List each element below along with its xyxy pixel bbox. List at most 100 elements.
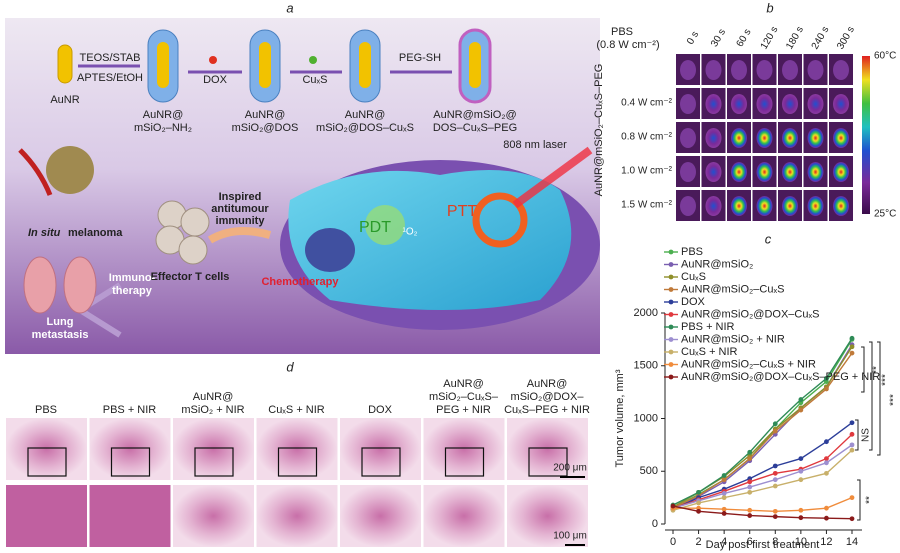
- series-line: [673, 496, 853, 513]
- panel-b: b PBS(0.8 W cm⁻²) 0 s 30 s 60 s 120 s 180 s 24…: [593, 0, 896, 221]
- reagent: APTES/EtOH: [77, 72, 143, 84]
- data-point: [824, 439, 829, 445]
- product-label: AuNR@: [245, 109, 286, 121]
- tumor-spot: [731, 162, 747, 182]
- legend-marker: [668, 262, 674, 267]
- reagent: CuₓS: [302, 74, 327, 86]
- lung-label: Lung: [47, 316, 74, 328]
- tumor-spot: [680, 60, 696, 80]
- tumor-spot: [705, 162, 722, 182]
- pdt-label: PDT: [359, 219, 391, 236]
- group-label: PBS: [35, 404, 57, 416]
- data-point: [721, 506, 727, 512]
- legend-label: PBS + NIR: [681, 321, 735, 333]
- panel-a: a AuNR TEOS/STAB APTES/EtOH DOX CuₓS PEG-SH Au…: [5, 0, 600, 354]
- histology-zoom: [89, 485, 171, 547]
- immunity-label: immunity: [216, 215, 266, 227]
- tumor-spot: [680, 94, 696, 114]
- data-point: [721, 491, 727, 496]
- data-point: [849, 344, 855, 350]
- time-label: 240 s: [810, 25, 832, 52]
- data-point: [747, 484, 753, 490]
- zoom-box: [27, 447, 67, 477]
- data-point: [747, 479, 753, 485]
- data-point: [772, 470, 778, 476]
- tumor-spot: [833, 128, 849, 148]
- data-point: [849, 442, 855, 448]
- histology-image: [89, 418, 171, 480]
- melanoma-label: In situ: [28, 227, 61, 239]
- data-point: [849, 447, 855, 453]
- laser-label: 808 nm laser: [503, 139, 567, 151]
- data-point: [849, 495, 855, 501]
- power-label: 1.0 W cm⁻²: [621, 166, 673, 177]
- y-tick-label: 0: [652, 518, 658, 530]
- data-point: [798, 397, 804, 402]
- tumor-spot: [756, 196, 773, 216]
- time-label: 120 s: [759, 25, 781, 52]
- data-point: [747, 456, 753, 461]
- reagent: PEG-SH: [399, 52, 441, 64]
- histology-image: [423, 418, 505, 480]
- y-tick-label: 1500: [634, 360, 658, 372]
- legend-label: AuNR@mSiO₂@DOX–CuₓS: [681, 308, 819, 320]
- significance-bracket: [877, 341, 881, 456]
- data-point: [772, 463, 778, 469]
- tumor-spot: [731, 94, 747, 114]
- x-tick-label: 14: [846, 536, 858, 548]
- panel-label: a: [286, 0, 293, 15]
- data-point: [849, 420, 855, 426]
- zoom-box: [194, 447, 234, 477]
- tumor-spot: [782, 94, 798, 114]
- legend-label: AuNR@mSiO₂@DOX–CuₓS–PEG + NIR: [681, 371, 880, 383]
- x-tick-label: 0: [670, 536, 676, 548]
- tumor-spot: [807, 94, 824, 114]
- data-point: [721, 477, 727, 483]
- data-point: [772, 428, 778, 434]
- data-point: [824, 386, 829, 392]
- series-line: [672, 449, 853, 511]
- tumor-spot: [807, 196, 824, 216]
- ptt-label: PTT: [447, 203, 477, 220]
- scale-bar-label: 200 μm: [553, 463, 587, 474]
- tumor-spot: [807, 128, 824, 148]
- data-point: [849, 431, 855, 437]
- zoom-box: [528, 447, 568, 477]
- product-label: DOS–CuₓS–PEG: [433, 122, 517, 134]
- product-label: mSiO₂@DOS–CuₓS: [316, 122, 414, 134]
- immuno-label: Immuno-: [109, 272, 156, 284]
- data-point: [824, 505, 829, 511]
- data-point: [747, 489, 753, 495]
- significance-bracket: [869, 341, 873, 451]
- legend-marker: [668, 337, 674, 342]
- group-label: DOX: [368, 404, 393, 416]
- data-point: [798, 456, 804, 461]
- tcells-label: Effector T cells: [151, 271, 230, 283]
- material-label: AuNR@mSiO₂–CuₓS–PEG: [593, 64, 605, 197]
- ptt-glow: [472, 192, 528, 248]
- product-label: mSiO₂–NH₂: [134, 122, 192, 134]
- y-axis-title: Tumor volume, mm³: [614, 369, 626, 467]
- legend-marker: [668, 324, 674, 330]
- group-label: mSiO₂@DOX–: [511, 391, 585, 403]
- scale-bar-label: 100 μm: [553, 531, 587, 542]
- power-label: 0.4 W cm⁻²: [621, 98, 673, 109]
- series-line: [672, 352, 853, 509]
- time-label: 30 s: [709, 27, 728, 49]
- data-point: [824, 515, 829, 521]
- group-label: CuₓS + NIR: [268, 404, 325, 416]
- immunity-label: Inspired: [219, 191, 262, 203]
- group-label: AuNR@: [193, 391, 234, 403]
- product-label: AuNR@: [345, 109, 386, 121]
- data-point: [772, 508, 778, 514]
- significance-bracket: [855, 419, 859, 451]
- tumor-spot: [705, 94, 722, 114]
- histology-zoom: [507, 485, 588, 547]
- group-label: mSiO₂ + NIR: [181, 404, 244, 416]
- arrows: [78, 64, 452, 74]
- data-point: [696, 500, 701, 506]
- data-point: [798, 515, 804, 521]
- color-bar: [862, 56, 870, 214]
- time-label: 60 s: [735, 27, 754, 49]
